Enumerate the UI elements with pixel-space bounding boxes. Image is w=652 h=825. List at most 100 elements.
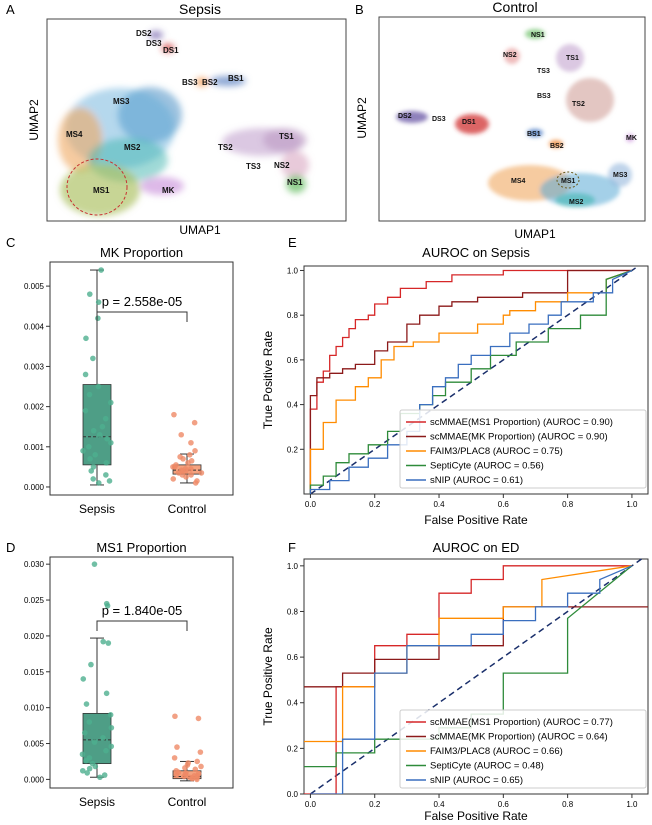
data-point: [82, 729, 88, 736]
data-point: [188, 466, 194, 472]
series-group: [309, 269, 633, 494]
cluster-label: DS3: [432, 116, 446, 123]
legend-entry: scMMAE(MS1 Proportion) (AUROC = 0.77): [430, 717, 613, 728]
legend: scMMAE(MS1 Proportion) (AUROC = 0.77) scM…: [399, 709, 647, 789]
x-tick-label: 1.0: [626, 500, 638, 509]
data-point: [195, 770, 202, 777]
data-point: [173, 462, 179, 468]
data-point: [100, 734, 106, 741]
chart-title: MS1 Proportion: [96, 540, 186, 555]
data-point: [95, 315, 101, 322]
umap-sepsis-xlabel: UMAP1: [179, 223, 221, 237]
cluster-label: DS1: [163, 46, 179, 55]
umap-control-ylabel: UMAP2: [355, 97, 369, 139]
data-point: [188, 439, 194, 446]
panel-letter: D: [6, 540, 15, 555]
data-point: [83, 335, 89, 342]
data-point: [99, 423, 106, 430]
data-point: [90, 355, 96, 362]
roc-curve: [310, 565, 633, 794]
roc-curve: [309, 269, 632, 494]
y-tick-label: 0.001: [24, 443, 45, 452]
data-point: [194, 478, 200, 484]
y-tick-label: 0.6: [287, 356, 299, 365]
cluster-label: MS3: [613, 172, 628, 179]
roc-curve: [309, 269, 633, 494]
legend-entry: scMMAE(MS1 Proportion) (AUROC = 0.90): [430, 417, 613, 428]
cluster-label: BS1: [228, 74, 244, 83]
data-point: [108, 743, 115, 750]
cluster-label: TS3: [537, 68, 550, 75]
data-point: [183, 770, 189, 776]
x-axis-label: False Positive Rate: [424, 513, 528, 527]
data-point: [92, 452, 99, 458]
cluster-label: MS1: [93, 186, 110, 195]
data-point: [96, 431, 103, 438]
cluster-label: NS2: [274, 161, 290, 170]
cluster-label: MS2: [569, 199, 584, 206]
chart-title: MK Proportion: [100, 245, 183, 260]
x-category-label: Control: [168, 502, 207, 516]
y-tick-label: 1.0: [287, 562, 299, 571]
y-tick-label: 0.003: [24, 362, 45, 371]
data-point: [90, 476, 97, 482]
legend-entry: sNIP (AUROC = 0.65): [430, 775, 523, 786]
umap-sepsis-title: Sepsis: [179, 1, 221, 17]
data-point: [80, 676, 87, 682]
x-category-label: Control: [168, 795, 207, 809]
legend-entry: SeptiCyte (AUROC = 0.56): [430, 461, 544, 472]
data-point: [82, 371, 89, 378]
ms1-highlight-circle-a: [66, 158, 128, 216]
series-group: [304, 565, 648, 794]
data-point: [101, 772, 108, 778]
roc-chart-f: F AUROC on ED 0.0 0.2 0.4 0.6 0.8 1.0 0.0 0.2 0.4 0…: [261, 540, 649, 823]
x-tick-label: 0.0: [305, 500, 317, 509]
box-iqr: [82, 384, 112, 466]
cluster-label: DS2: [398, 113, 412, 120]
cluster-label: DS2: [136, 29, 152, 38]
y-tick-label: 0.8: [287, 607, 299, 616]
data-point: [90, 464, 97, 470]
chance-diagonal: [310, 265, 639, 495]
data-point: [95, 299, 102, 305]
data-point: [192, 448, 198, 454]
panel-a: A Sepsis DS2 DS3 DS1 BS3 BS2 BS1: [6, 1, 347, 237]
umap-control-labels: NS1 NS2 TS1 TS3 BS3 TS2 DS2 DS3 DS1 BS1 …: [398, 32, 637, 206]
data-point: [91, 739, 98, 745]
x-axis-label: False Positive Rate: [424, 809, 528, 823]
legend-entry: FAIM3/PLAC8 (AUROC = 0.75): [430, 446, 563, 457]
data-point: [177, 454, 183, 460]
umap-control-title: Control: [492, 0, 537, 15]
y-tick-label: 1.0: [287, 266, 299, 275]
data-point: [171, 755, 178, 761]
chart-title: AUROC on Sepsis: [422, 245, 530, 260]
p-value-annotation: p = 2.558e-05: [102, 294, 183, 309]
panel-b: B Control NS1 NS2 TS1 TS3 BS3 TS2 DS2: [355, 0, 646, 241]
y-tick-label: 0.015: [24, 668, 45, 677]
data-point: [104, 435, 110, 442]
umap-sepsis-ylabel: UMAP2: [27, 99, 41, 141]
data-point: [83, 701, 90, 707]
data-point: [178, 431, 185, 438]
umap-control-clouds: [396, 29, 634, 207]
legend-entry: scMMAE(MK Proportion) (AUROC = 0.64): [430, 732, 608, 743]
x-tick-label: 0.0: [305, 800, 317, 809]
y-tick-label: 0.2: [287, 744, 299, 753]
data-point: [188, 458, 195, 464]
data-point: [103, 690, 110, 697]
chance-diagonal: [309, 558, 643, 795]
legend-entry: SeptiCyte (AUROC = 0.48): [430, 761, 544, 772]
umap-sepsis-clouds: [58, 31, 309, 216]
box-chart-c: C MK Proportion 0.000 0.001 0.002 0.003 0.004 0…: [6, 235, 234, 516]
cluster-label: MS1: [561, 178, 576, 185]
x-tick-label: 0.8: [562, 500, 574, 509]
data-point: [79, 767, 86, 774]
cluster-label: MS3: [113, 97, 130, 106]
cluster-label: MK: [162, 186, 175, 195]
panel-letter: E: [288, 235, 297, 250]
data-point: [100, 638, 107, 645]
cluster-label: NS1: [531, 32, 545, 39]
x-tick-label: 0.2: [369, 500, 381, 509]
data-point: [195, 715, 202, 722]
legend-entry: FAIM3/PLAC8 (AUROC = 0.66): [430, 746, 563, 757]
